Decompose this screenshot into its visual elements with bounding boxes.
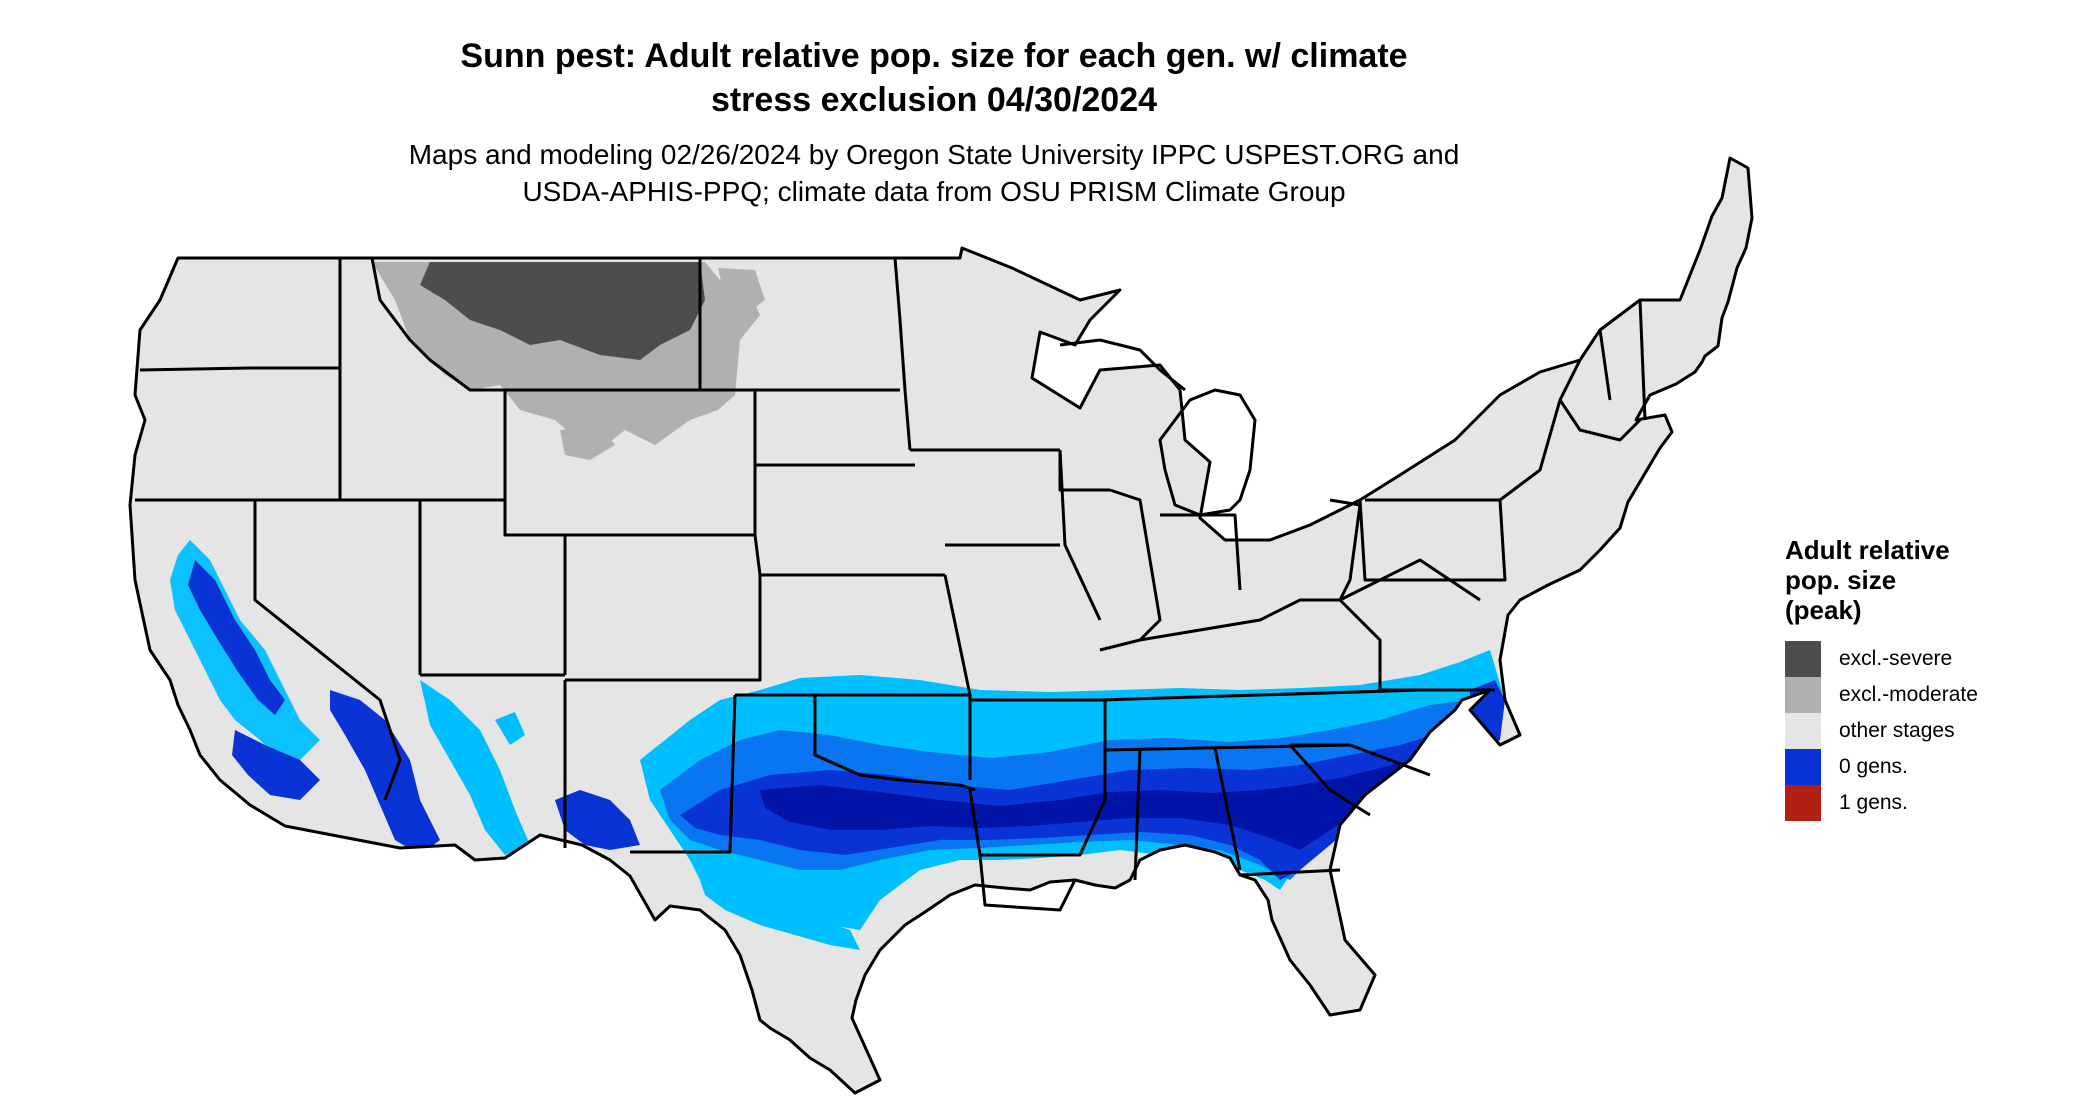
zero-gens-southern-band-deep (760, 742, 1470, 850)
legend-title-line: Adult relative (1785, 535, 1950, 565)
border-il-in (1099, 488, 1162, 652)
zero-gens-arizona-patches (330, 690, 440, 855)
border-sd-ne (700, 388, 915, 467)
excl-moderate-patch (560, 425, 615, 460)
border-ar (968, 700, 1107, 857)
zero-gens-california-south (232, 730, 320, 800)
michigan-upper (1059, 338, 1186, 392)
legend-item-0-gens: 0 gens. (1785, 749, 2085, 785)
border-al-ga (1213, 747, 1242, 871)
michigan-lower (1158, 388, 1257, 517)
country-outline (128, 156, 1754, 1095)
border-nd-mn (893, 257, 912, 451)
legend-item-1-gens: 1 gens. (1785, 785, 2085, 821)
legend-swatch (1785, 677, 1821, 713)
zero-gens-texas-light (700, 880, 860, 950)
zero-gens-new-mexico-light (495, 712, 525, 745)
zero-gens-california-dark (188, 560, 285, 715)
legend-swatch (1785, 641, 1821, 677)
map-title: Sunn pest: Adult relative pop. size for … (0, 34, 1868, 122)
border-ut-co (420, 535, 567, 677)
map-subtitle-line-2: USDA-APHIS-PPQ; climate data from OSU PR… (522, 176, 1346, 207)
legend-item-excl-moderate: excl.-moderate (1785, 677, 2085, 713)
border-id-mt (370, 257, 505, 392)
border-ga-sc (1288, 744, 1371, 817)
border-ga-fl (1239, 868, 1341, 877)
legend: Adult relative pop. size (peak) excl.-se… (1785, 535, 2085, 821)
legend-title-line: (peak) (1785, 595, 1862, 625)
legend-label: excl.-severe (1839, 647, 1953, 670)
map-title-line-2: stress exclusion 04/30/2024 (710, 81, 1158, 119)
border-oh-pa (1329, 498, 1362, 601)
state-borders (128, 156, 1754, 1095)
border-va-wv (1339, 558, 1481, 602)
legend-swatch (1785, 749, 1821, 785)
border-nc-sc (1290, 743, 1431, 777)
border-ny (1365, 359, 1582, 502)
border-ca-nv (253, 500, 402, 801)
border-ks-mo (943, 574, 972, 780)
border-ms-al (1133, 749, 1142, 881)
legend-title: Adult relative pop. size (peak) (1785, 535, 2085, 625)
map-title-line-1: Sunn pest: Adult relative pop. size for … (460, 37, 1408, 75)
excl-moderate-patch (718, 268, 765, 315)
legend-swatch (1785, 785, 1821, 821)
legend-item-excl-severe: excl.-severe (1785, 641, 2085, 677)
land-area (130, 158, 1752, 1093)
border-nm-tx (630, 694, 737, 854)
legend-title-line: pop. size (1785, 565, 1897, 595)
data-overlay (170, 262, 1505, 950)
border-in-oh (1160, 513, 1242, 591)
legend-item-other-stages: other stages (1785, 713, 2085, 749)
border-ky-north (1139, 598, 1382, 690)
legend-label: 0 gens. (1839, 755, 1908, 778)
border-ok-tx (735, 693, 976, 792)
legend-label: other stages (1839, 719, 1955, 742)
border-ia-il (1058, 449, 1102, 621)
zero-gens-southwest-dark (555, 790, 640, 850)
map-subtitle: Maps and modeling 02/26/2024 by Oregon S… (0, 136, 1868, 210)
excl-severe-region (420, 262, 705, 360)
border-la (978, 854, 1077, 912)
legend-label: 1 gens. (1839, 791, 1908, 814)
map-subtitle-line-1: Maps and modeling 02/26/2024 by Oregon S… (408, 139, 1460, 170)
legend-swatch (1785, 713, 1821, 749)
legend-label: excl.-moderate (1839, 683, 1978, 706)
border-new-england (1558, 299, 1647, 442)
border-ky-tn (1099, 688, 1421, 702)
zero-gens-arizona-light (420, 680, 530, 855)
border-wa-or (139, 366, 340, 372)
